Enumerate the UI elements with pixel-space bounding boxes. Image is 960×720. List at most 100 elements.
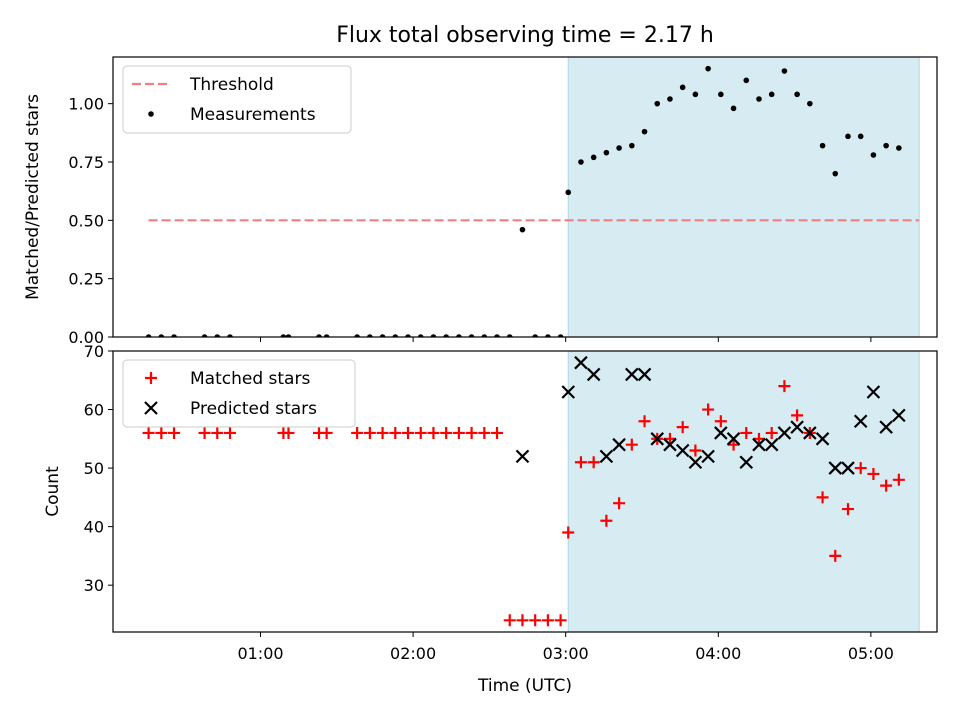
matched-star-point (465, 426, 478, 439)
observing-span (567, 350, 920, 633)
matched-star-point (414, 426, 427, 439)
measurement-point (201, 334, 208, 337)
matched-star-point (714, 415, 727, 428)
plot-area (145, 65, 920, 337)
measurement-point (227, 334, 233, 337)
observing-span (567, 56, 920, 338)
predicted-star-point (663, 437, 677, 452)
measurement-point (519, 226, 526, 233)
legend-box (122, 65, 352, 134)
measurement-point (641, 128, 648, 135)
measurement-point (323, 334, 330, 337)
matched-star-point (829, 549, 842, 562)
matched-star-point (427, 426, 440, 439)
y-tick-label: 30 (84, 576, 104, 595)
matched-star-point (752, 432, 765, 445)
axes-frame (112, 56, 938, 338)
matched-star-point (740, 426, 753, 439)
predicted-star-point (650, 432, 665, 446)
predicted-star-point (515, 449, 530, 464)
predicted-star-point (879, 420, 893, 434)
measurement-point (616, 145, 622, 151)
legend-label: Measurements (190, 105, 316, 125)
measurement-point (730, 105, 737, 112)
legend-label: Predicted stars (190, 399, 317, 419)
predicted-star-point (777, 426, 792, 440)
matched-star-point (727, 438, 740, 451)
x-tick-label: 02:00 (390, 644, 436, 663)
measurement-point (405, 334, 411, 337)
legend-box (122, 359, 356, 428)
legend-label: Matched stars (190, 369, 310, 389)
predicted-star-point (637, 367, 652, 382)
measurement-point (285, 334, 292, 337)
predicted-star-point (752, 437, 766, 452)
y-tick-label: 40 (84, 518, 104, 537)
matched-star-point (676, 421, 689, 434)
measurement-point (807, 100, 813, 107)
predicted-star-point (714, 426, 728, 440)
matched-star-point (587, 456, 600, 469)
matched-star-point (791, 409, 804, 422)
measurement-point (532, 334, 538, 337)
predicted-star-point (701, 449, 715, 464)
y-tick-label: 0.75 (68, 153, 104, 172)
measurement-point (468, 334, 475, 337)
measurement-point (794, 91, 800, 98)
measurement-point (578, 159, 584, 165)
measurement-point (679, 84, 686, 91)
measurement-point (417, 334, 424, 337)
matched-star-point (816, 491, 829, 504)
measurement-point (214, 334, 221, 337)
predicted-star-point (828, 461, 843, 475)
y-tick-label: 0.25 (68, 270, 104, 289)
predicted-star-point (815, 432, 830, 446)
measurement-point (883, 142, 889, 149)
y-tick-label: 1.00 (68, 95, 104, 114)
ratio-panel: 0.00 0.25 0.50 0.75 1.00 Matched/Predicted st… (23, 56, 938, 347)
matched-star-point (516, 614, 529, 627)
y-axis-label: Matched/Predicted stars (23, 94, 43, 300)
measurement-point (354, 334, 360, 337)
matched-star-point (562, 526, 575, 539)
measurement-point (158, 334, 165, 337)
measurement-point (781, 68, 788, 74)
matched-star-point (491, 426, 504, 439)
matched-star-point (638, 415, 651, 428)
x-tick-label: 01:00 (237, 644, 283, 663)
y-tick-label: 0.00 (68, 328, 104, 347)
measurement-point (654, 100, 661, 107)
measurement-point (743, 77, 750, 84)
legend-measurement-swatch (148, 111, 154, 117)
predicted-star-point (625, 367, 639, 382)
matched-star-point (892, 473, 905, 486)
matched-star-point (402, 426, 415, 439)
predicted-star-point (574, 355, 588, 370)
measurement-point (379, 334, 386, 337)
matched-star-point (452, 426, 465, 439)
count-panel: 30 40 50 60 70 01:00 02:00 03:00 04:00 05:00 Count… (43, 342, 938, 696)
matched-star-point (600, 514, 613, 527)
measurement-point (316, 334, 322, 337)
matched-star-point (376, 426, 389, 439)
y-axis-label: Count (43, 466, 63, 517)
predicted-star-point (675, 443, 690, 458)
predicted-star-point (739, 455, 754, 470)
x-tick-label: 04:00 (695, 644, 741, 663)
y-tick-label: 60 (84, 401, 104, 420)
axes-frame (112, 350, 938, 633)
legend-predicted-swatch (144, 401, 158, 415)
matched-star-point (702, 403, 715, 416)
x-tick-label: 03:00 (543, 644, 589, 663)
measurement-point (481, 334, 488, 337)
predicted-star-point (892, 408, 906, 423)
matched-star-point (613, 497, 626, 510)
measurement-point (629, 142, 635, 149)
measurement-point (896, 145, 902, 151)
measurement-point (832, 170, 839, 177)
matched-star-point (389, 426, 402, 439)
matched-star-point (841, 503, 854, 516)
matched-star-point (867, 467, 880, 480)
measurement-point (430, 334, 437, 337)
